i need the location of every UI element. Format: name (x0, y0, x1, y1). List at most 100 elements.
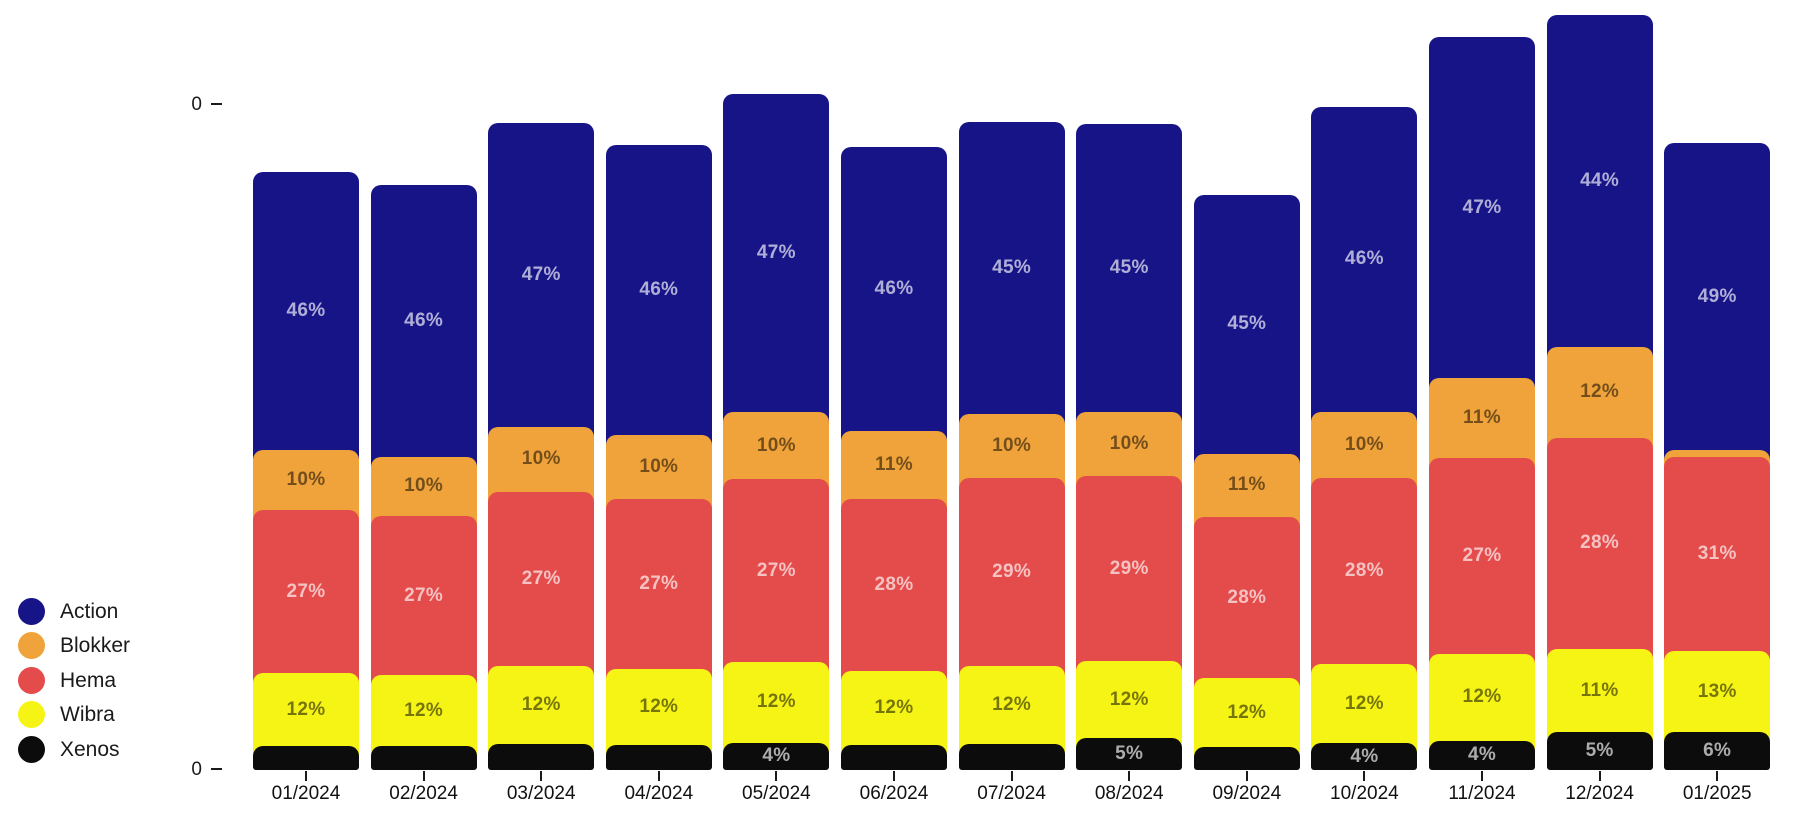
bar-segment-wibra-06/2024[interactable] (841, 671, 947, 758)
x-tick-mark (422, 771, 425, 781)
legend-item-hema[interactable]: Hema (18, 665, 116, 695)
legend-swatch-action (18, 597, 45, 625)
bar-segment-blokker-03/2024[interactable] (488, 427, 595, 504)
bar-segment-wibra-04/2024[interactable] (605, 668, 712, 757)
bar-segment-action-10/2024[interactable] (1311, 107, 1418, 424)
bar-segment-xenos-11/2024[interactable] (1429, 740, 1535, 770)
x-tick-label-12/2024: 12/2024 (1565, 783, 1634, 804)
x-tick-mark (1010, 771, 1013, 781)
bar-segment-blokker-04/2024[interactable] (605, 435, 712, 511)
bar-segment-wibra-03/2024[interactable] (488, 666, 595, 757)
y-tick-mark (211, 103, 222, 105)
bar-segment-xenos-08/2024[interactable] (1076, 738, 1183, 770)
bar-08/2024[interactable]: 45% 10% 29% 12% 5% (1076, 124, 1183, 770)
x-tick-mark (1716, 771, 1719, 781)
bar-segment-wibra-01/2025[interactable] (1664, 650, 1771, 745)
bar-segment-hema-03/2024[interactable] (488, 491, 595, 679)
legend-swatch-xenos (18, 735, 45, 763)
bar-segment-action-08/2024[interactable] (1076, 124, 1183, 424)
bar-segment-wibra-12/2024[interactable] (1546, 649, 1653, 745)
y-tick-label: 0 (191, 758, 202, 780)
bar-segment-action-03/2024[interactable] (488, 123, 595, 440)
bar-segment-action-02/2024[interactable] (370, 185, 477, 469)
bar-10/2024[interactable]: 46% 10% 28% 12% 4% (1311, 107, 1418, 770)
bar-segment-blokker-12/2024[interactable] (1546, 347, 1653, 450)
legend-item-xenos[interactable]: Xenos (18, 734, 120, 764)
legend-swatch-blokker (18, 632, 45, 659)
bar-01/2024[interactable]: 46% 10% 27% 12% (253, 172, 359, 770)
bar-03/2024[interactable]: 47% 10% 27% 12% (488, 123, 595, 770)
bar-segment-xenos-12/2024[interactable] (1546, 732, 1653, 770)
bar-segment-wibra-02/2024[interactable] (370, 675, 477, 759)
bar-segment-hema-09/2024[interactable] (1193, 517, 1300, 690)
bar-segment-hema-10/2024[interactable] (1311, 478, 1418, 676)
bar-segment-blokker-09/2024[interactable] (1193, 453, 1300, 529)
legend-item-wibra[interactable]: Wibra (18, 700, 115, 730)
bar-segment-action-07/2024[interactable] (958, 122, 1065, 426)
bar-segment-action-06/2024[interactable] (841, 147, 947, 443)
bar-01/2025[interactable]: 49% 31% 13% 6% (1664, 143, 1771, 770)
bar-segment-xenos-04/2024[interactable] (605, 744, 712, 770)
bar-segment-xenos-01/2024[interactable] (253, 745, 359, 770)
bar-segment-xenos-01/2025[interactable] (1664, 732, 1771, 770)
bar-07/2024[interactable]: 45% 10% 29% 12% (958, 122, 1065, 770)
x-tick-label-10/2024: 10/2024 (1330, 783, 1399, 804)
bar-12/2024[interactable]: 44% 12% 28% 11% 5% (1546, 15, 1653, 770)
bar-segment-xenos-09/2024[interactable] (1193, 747, 1300, 770)
bar-09/2024[interactable]: 45% 11% 28% 12% (1193, 195, 1300, 770)
legend-item-blokker[interactable]: Blokker (18, 631, 130, 661)
bar-segment-wibra-05/2024[interactable] (723, 661, 830, 755)
bar-segment-action-09/2024[interactable] (1193, 195, 1300, 466)
bar-segment-wibra-11/2024[interactable] (1429, 653, 1535, 753)
bar-02/2024[interactable]: 46% 10% 27% 12% (370, 185, 477, 770)
x-tick-mark (1598, 771, 1601, 781)
x-tick-label-01/2024: 01/2024 (271, 783, 341, 804)
x-tick-label-11/2024: 11/2024 (1448, 783, 1516, 804)
bar-segment-action-04/2024[interactable] (605, 145, 712, 448)
bar-segment-blokker-05/2024[interactable] (723, 411, 830, 492)
chart-legend: Action Blokker Hema Wibra Xenos (0, 0, 240, 824)
bar-segment-xenos-05/2024[interactable] (723, 742, 830, 770)
bar-segment-hema-01/2024[interactable] (253, 510, 359, 686)
bar-segment-hema-01/2025[interactable] (1664, 456, 1771, 663)
bar-segment-blokker-01/2024[interactable] (253, 449, 359, 523)
x-tick-mark (1363, 771, 1366, 781)
bar-segment-xenos-10/2024[interactable] (1311, 743, 1418, 770)
bar-segment-hema-06/2024[interactable] (841, 498, 947, 684)
bar-segment-hema-12/2024[interactable] (1546, 437, 1653, 662)
legend-swatch-wibra (18, 701, 45, 728)
bar-segment-blokker-07/2024[interactable] (958, 413, 1065, 491)
bar-segment-xenos-02/2024[interactable] (370, 746, 477, 770)
bar-segment-action-01/2025[interactable] (1664, 143, 1771, 463)
bar-segment-blokker-10/2024[interactable] (1311, 411, 1418, 491)
bar-segment-action-12/2024[interactable] (1546, 15, 1653, 360)
bar-segment-hema-08/2024[interactable] (1076, 475, 1183, 674)
bar-segment-wibra-10/2024[interactable] (1311, 663, 1418, 756)
bar-segment-hema-04/2024[interactable] (605, 498, 712, 681)
bar-04/2024[interactable]: 46% 10% 27% 12% (605, 145, 712, 770)
bar-segment-action-05/2024[interactable] (723, 94, 830, 424)
bar-06/2024[interactable]: 46% 11% 28% 12% (841, 147, 947, 770)
legend-label-hema: Hema (60, 668, 117, 692)
bar-05/2024[interactable]: 47% 10% 27% 12% 4% (723, 94, 830, 770)
bar-segment-xenos-06/2024[interactable] (841, 745, 947, 770)
bar-segment-action-01/2024[interactable] (253, 172, 359, 462)
bar-segment-blokker-06/2024[interactable] (841, 430, 947, 511)
bar-segment-blokker-08/2024[interactable] (1076, 411, 1183, 488)
bar-segment-hema-02/2024[interactable] (370, 515, 477, 688)
bar-segment-blokker-11/2024[interactable] (1429, 378, 1535, 470)
bar-segment-wibra-09/2024[interactable] (1193, 678, 1300, 759)
legend-item-action[interactable]: Action (18, 596, 118, 626)
bar-segment-wibra-01/2024[interactable] (253, 673, 359, 758)
bar-segment-action-11/2024[interactable] (1429, 37, 1535, 391)
bar-segment-xenos-07/2024[interactable] (958, 744, 1065, 770)
bar-segment-wibra-08/2024[interactable] (1076, 661, 1183, 751)
bar-segment-hema-11/2024[interactable] (1429, 457, 1535, 666)
x-tick-mark (305, 771, 307, 781)
bar-segment-hema-05/2024[interactable] (723, 479, 830, 674)
bar-11/2024[interactable]: 47% 11% 27% 12% 4% (1429, 37, 1535, 770)
x-tick-label-01/2025: 01/2025 (1682, 783, 1752, 804)
bar-segment-wibra-07/2024[interactable] (958, 666, 1065, 757)
bar-segment-hema-07/2024[interactable] (958, 478, 1065, 679)
bar-segment-xenos-03/2024[interactable] (488, 744, 595, 770)
